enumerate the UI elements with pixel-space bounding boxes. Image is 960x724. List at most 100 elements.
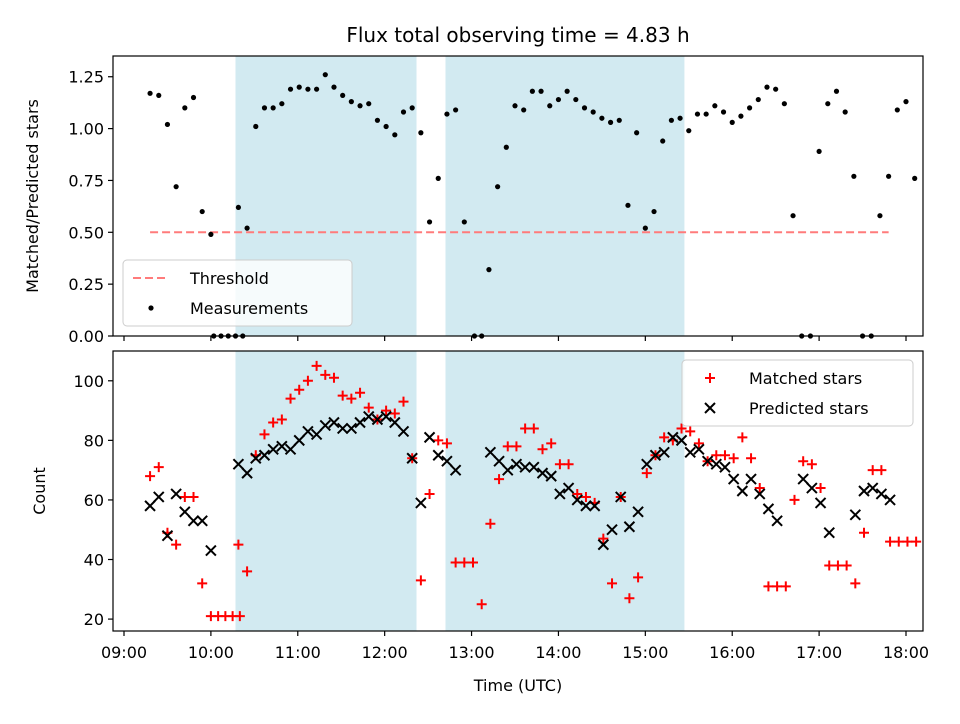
measurement-point [270,105,276,111]
matched-star-point [346,393,357,404]
predicted-star-point [866,482,879,494]
matched-star-point [355,387,366,398]
predicted-star-point [232,458,245,470]
legend-swatch [148,305,154,311]
matched-star-point [711,450,722,461]
matched-star-point [328,372,339,383]
measurement-point [825,101,831,107]
measurement-point [435,175,441,181]
measurement-point [253,123,259,130]
measurement-point [607,119,614,125]
measurement-point [738,113,744,119]
predicted-star-point [415,497,427,509]
measurement-point [357,103,363,109]
measurement-point [156,92,162,99]
plot-frame [112,350,924,632]
y-axis-label-top: Matched/Predicted stars [23,99,42,293]
predicted-star-point [250,452,262,464]
predicted-star-point [875,488,888,500]
measurement-point [287,86,294,92]
predicted-star-point [187,515,200,527]
predicted-star-point [310,428,323,441]
measurement-point [660,138,666,144]
matched-star-point [546,438,557,449]
predicted-star-point [153,491,165,503]
measurement-point [694,111,701,117]
matched-star-point [433,435,444,446]
predicted-star-point [302,425,314,438]
predicted-star-point [363,410,375,423]
predicted-star-point [719,461,731,473]
x-axis-label: Time (UTC) [473,676,562,695]
measurement-point [877,213,883,219]
matched-star-point [363,402,374,413]
observing-window [445,56,685,336]
measurement-point [581,105,588,111]
measurement-point [764,84,770,90]
predicted-star-point [493,455,505,467]
predicted-star-point [684,446,696,458]
legend-swatch [704,402,716,414]
measurement-point [851,173,857,179]
matched-star-point [179,491,190,502]
measurement-point [790,213,796,219]
predicted-star-point [806,482,818,494]
predicted-star-point [519,461,531,473]
matched-star-point [676,423,687,434]
predicted-star-point [597,538,610,551]
measurement-point [729,119,735,125]
matched-star-point [485,518,496,529]
y-tick-label: 60 [84,491,104,510]
legend-label: Matched stars [749,369,862,388]
matched-star-point [841,560,852,571]
legend-label: Measurements [190,299,308,318]
measurement-point [444,111,450,117]
measurement-point [348,99,354,105]
predicted-star-point [406,452,418,464]
predicted-star-point [267,443,279,456]
predicted-star-point [161,529,174,542]
y-tick-label: 0.50 [68,223,104,242]
matched-star-point [459,557,470,568]
predicted-star-point [562,482,575,494]
predicted-star-point [397,425,410,438]
matched-star-point [259,429,270,440]
measurement-point [599,115,605,121]
matched-star-point [268,417,279,428]
predicted-star-point [241,467,253,479]
predicted-star-point [797,473,809,485]
matched-star-point [494,474,505,485]
predicted-star-point [675,434,688,447]
measurement-point [486,267,492,273]
predicted-star-point [632,506,644,518]
matched-star-point [598,533,609,544]
predicted-star-point [588,500,601,512]
predicted-star-point [545,470,557,482]
predicted-star-point [667,431,679,444]
x-tick-label: 14:00 [535,643,581,662]
measurement-point [668,117,675,123]
matched-star-point [554,459,565,470]
matched-star-point [789,494,800,505]
measurement-point [331,84,337,90]
measurement-point [503,144,509,150]
measurement-point [703,111,709,117]
predicted-star-point [762,503,775,515]
x-tick-label: 17:00 [796,643,842,662]
measurement-point [642,225,648,231]
predicted-star-point [858,485,870,497]
matched-star-point [294,384,305,395]
legend-box [681,359,914,427]
matched-star-point [398,396,409,407]
predicted-star-point [170,488,182,500]
matched-star-point [815,483,826,494]
predicted-star-point [693,443,705,456]
predicted-star-point [380,410,392,423]
legend-swatch [705,373,715,383]
measurement-point [677,115,683,121]
predicted-star-point [623,521,636,533]
x-tick-label: 15:00 [622,643,668,662]
measurement-point [182,105,188,111]
measurement-point [383,123,389,130]
